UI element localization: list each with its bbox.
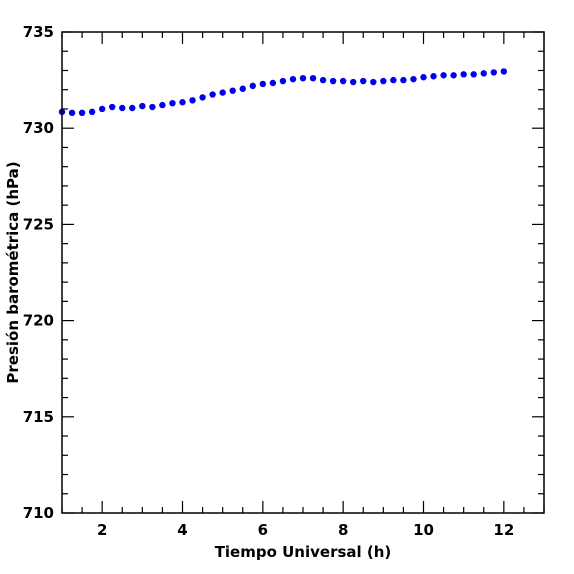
- data-point: [259, 80, 267, 88]
- y-tick-label: 735: [23, 23, 54, 41]
- data-point: [239, 85, 246, 92]
- y-tick-label: 720: [23, 312, 54, 330]
- data-point: [490, 69, 497, 76]
- labels-layer: 2 4 6 8 10 12 710 715 720 725 730 735: [23, 23, 515, 539]
- data-point: [430, 73, 437, 80]
- data-point: [109, 103, 116, 111]
- data-point: [179, 99, 186, 106]
- data-point: [189, 97, 196, 104]
- data-point: [229, 87, 236, 94]
- data-point: [319, 76, 327, 84]
- x-tick-label: 2: [97, 521, 107, 539]
- data-point: [199, 94, 206, 101]
- data-point: [440, 72, 447, 79]
- data-point: [78, 109, 86, 117]
- data-point: [119, 104, 126, 112]
- data-point: [420, 74, 427, 81]
- data-point: [390, 76, 397, 84]
- data-point: [460, 71, 467, 78]
- x-tick-label: 6: [258, 521, 268, 539]
- data-point: [219, 89, 226, 96]
- y-axis-title: Presión barométrica (hPa): [4, 161, 22, 383]
- ticks-layer: [61, 31, 545, 514]
- data-point: [309, 74, 317, 82]
- y-tick-label: 725: [23, 215, 54, 233]
- data-point: [269, 79, 277, 87]
- data-point: [98, 105, 106, 113]
- x-tick-label: 8: [338, 521, 348, 539]
- data-point: [350, 78, 357, 86]
- data-point: [249, 82, 256, 90]
- data-point: [339, 77, 347, 85]
- data-point: [410, 75, 417, 83]
- data-point: [209, 91, 216, 98]
- x-tick-label: 4: [177, 521, 187, 539]
- data-point: [289, 75, 297, 83]
- data-point: [380, 77, 387, 85]
- data-point: [139, 102, 146, 110]
- data-point: [68, 109, 76, 117]
- data-point: [470, 71, 477, 78]
- data-point: [159, 101, 166, 109]
- data-point: [129, 104, 136, 112]
- data-layer: [58, 68, 508, 117]
- data-point: [370, 78, 377, 86]
- data-point: [279, 77, 287, 85]
- data-point: [169, 99, 176, 107]
- data-point: [450, 72, 457, 79]
- y-tick-label: 710: [23, 504, 54, 522]
- x-axis-title: Tiempo Universal (h): [215, 543, 392, 561]
- plot-frame: [61, 31, 545, 514]
- data-point: [400, 76, 407, 84]
- y-tick-label: 730: [23, 119, 54, 137]
- data-point: [360, 77, 367, 85]
- data-point: [500, 68, 508, 75]
- data-point: [299, 74, 307, 82]
- y-tick-label: 715: [23, 408, 54, 426]
- data-point: [149, 103, 156, 111]
- data-point: [88, 108, 96, 116]
- data-point: [480, 70, 487, 77]
- x-tick-label: 10: [413, 521, 434, 539]
- data-point: [329, 77, 337, 85]
- x-tick-label: 12: [493, 521, 514, 539]
